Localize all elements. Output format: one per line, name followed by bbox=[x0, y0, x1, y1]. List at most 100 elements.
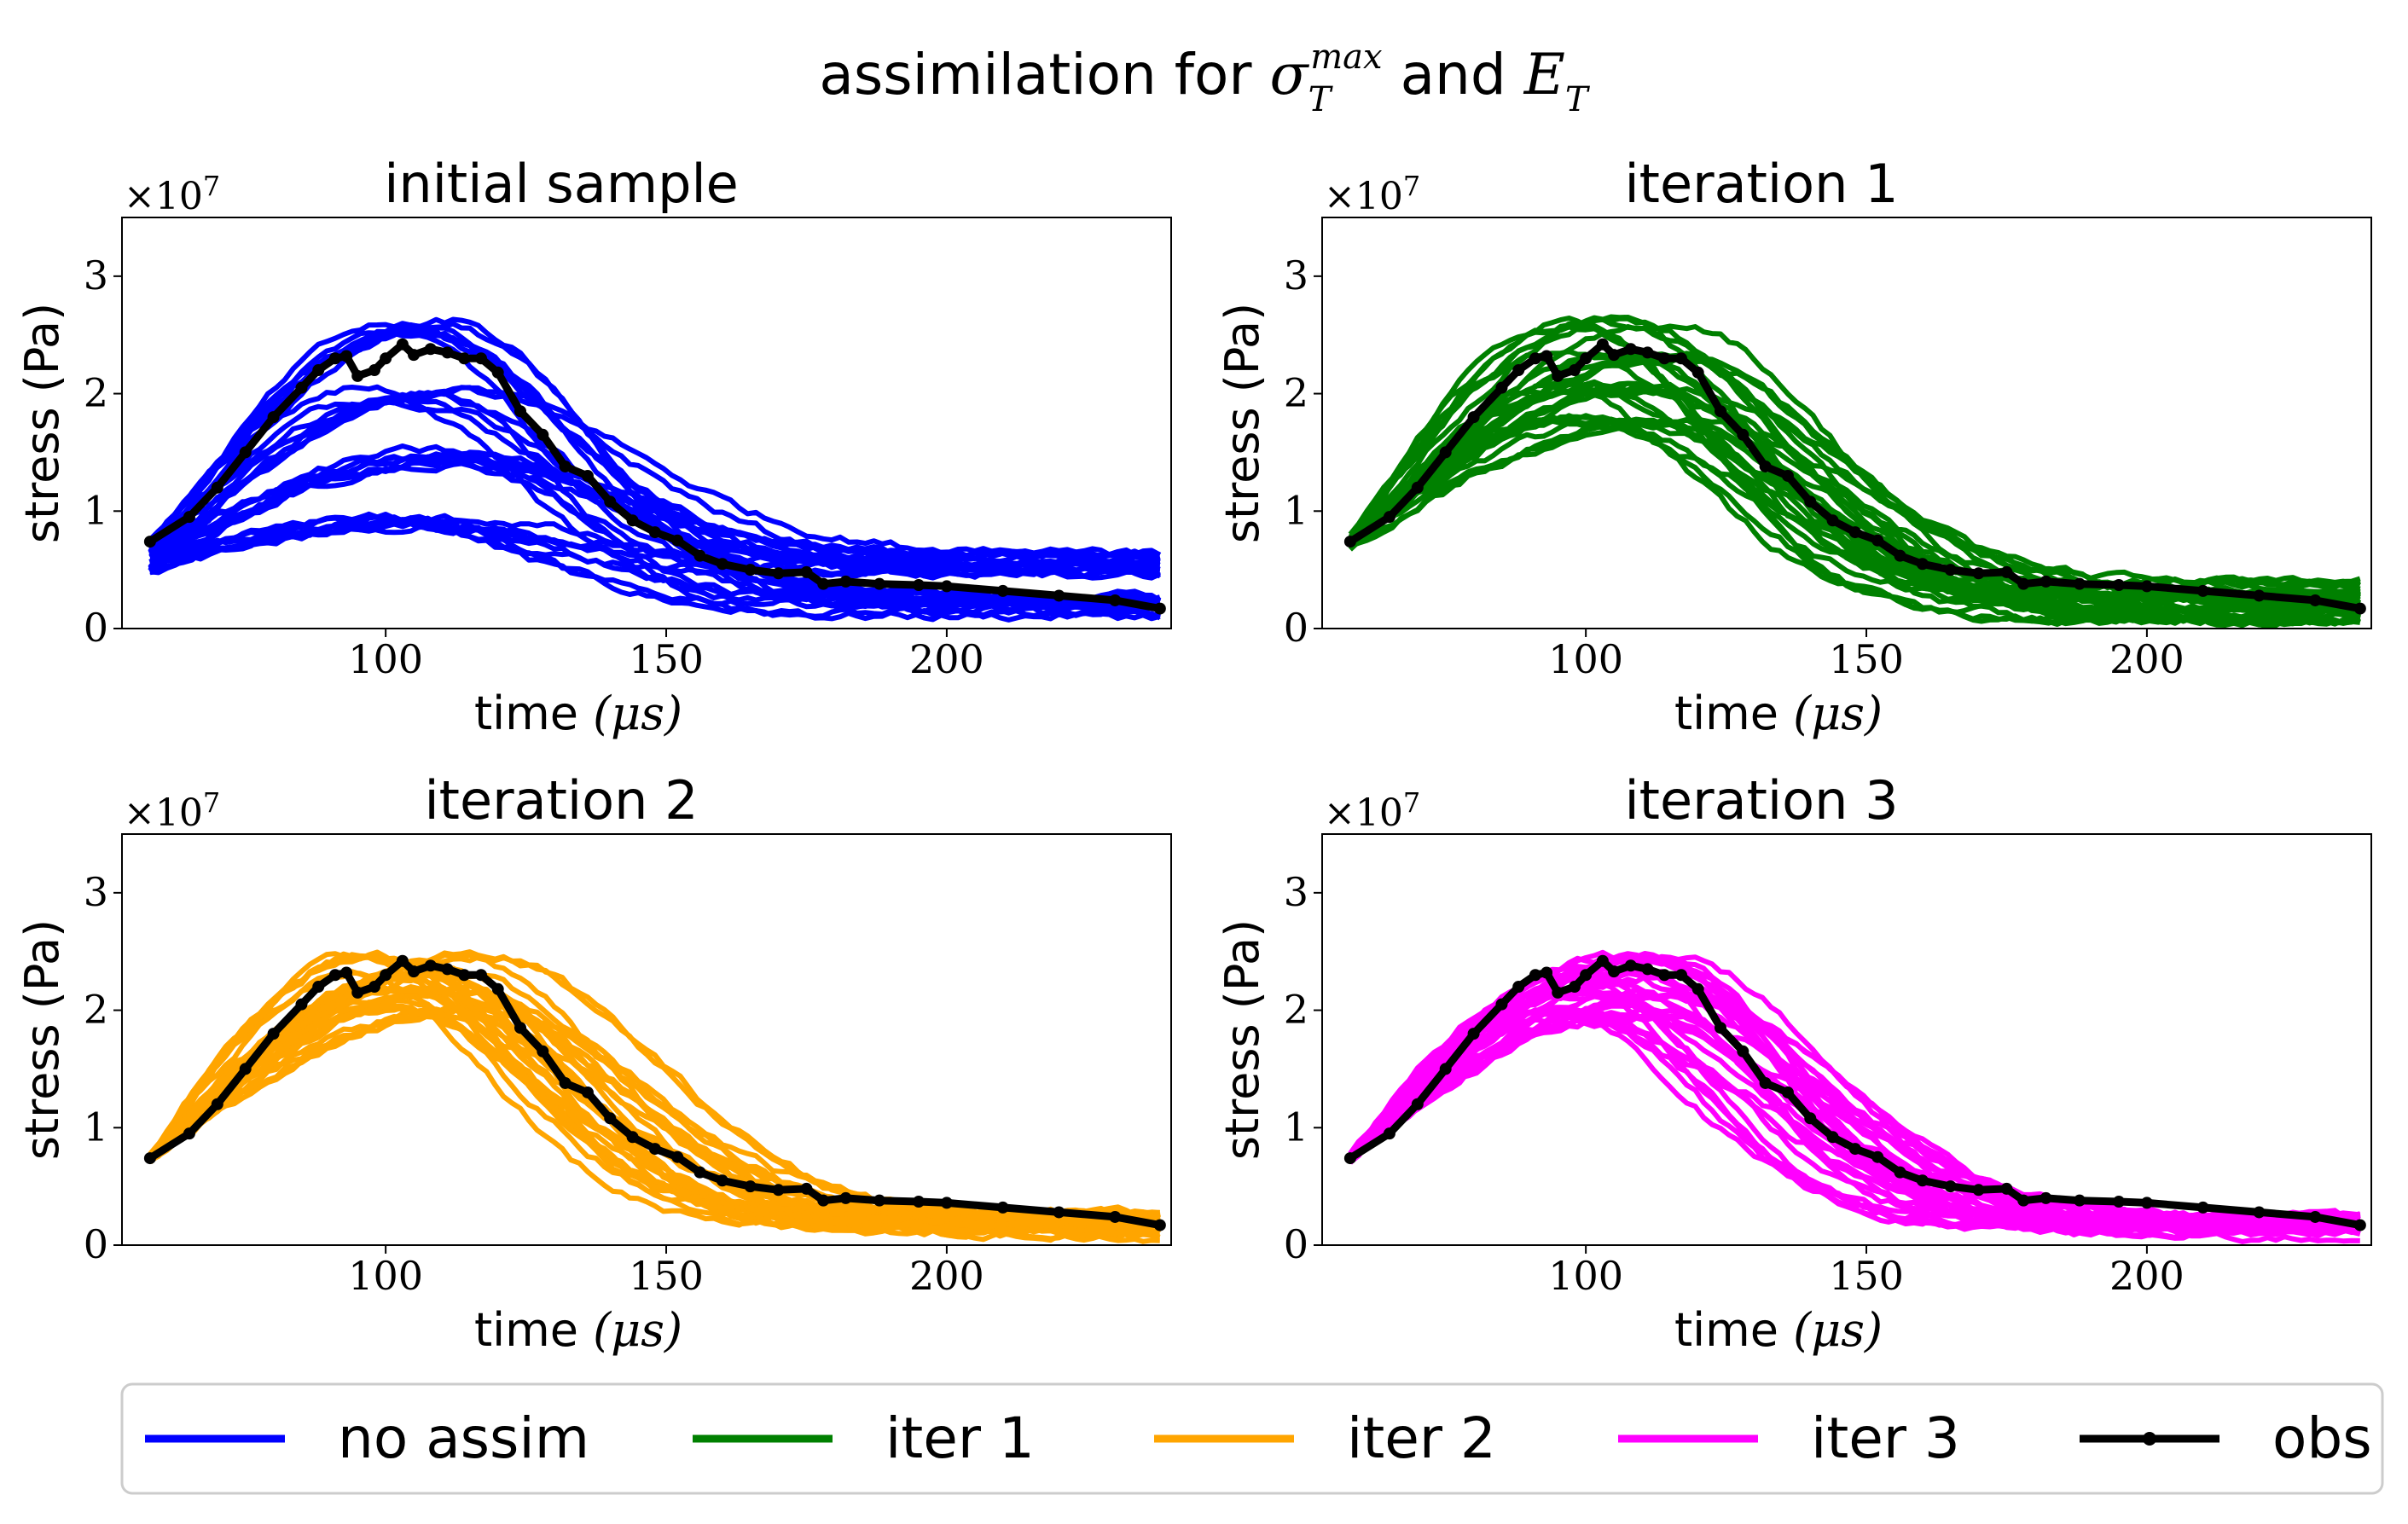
obs-point bbox=[800, 565, 813, 578]
obs-point bbox=[1944, 564, 1957, 577]
obs-point bbox=[368, 364, 380, 377]
obs-point bbox=[1641, 346, 1654, 359]
obs-point bbox=[2113, 579, 2126, 592]
obs-point bbox=[295, 998, 308, 1011]
obs-point bbox=[2000, 565, 2013, 578]
x-tick-label: 100 bbox=[1548, 1253, 1623, 1299]
obs-point bbox=[239, 446, 252, 459]
x-tick-label: 100 bbox=[1548, 636, 1623, 682]
y-tick-label: 0 bbox=[1284, 1221, 1308, 1267]
obs-point bbox=[626, 514, 639, 527]
obs-point bbox=[817, 1194, 830, 1207]
obs-point bbox=[1608, 349, 1621, 362]
ensemble-line bbox=[1348, 987, 2360, 1244]
ensemble-line bbox=[148, 321, 1161, 571]
obs-point bbox=[1411, 1098, 1424, 1110]
subplot-title: iteration 2 bbox=[424, 769, 698, 832]
y-tick-label: 3 bbox=[1284, 252, 1308, 298]
legend-item: iter 1 bbox=[693, 1405, 1035, 1471]
legend-marker bbox=[2143, 1432, 2156, 1446]
x-tick-label: 200 bbox=[909, 636, 984, 682]
obs-point bbox=[2140, 1197, 2153, 1209]
obs-point bbox=[1153, 602, 1166, 615]
obs-point bbox=[340, 350, 353, 362]
subplot-4: iteration 3 ×107 100 150 200 0 1 2 3 time (μs) str… bbox=[1216, 769, 2372, 1357]
obs-point bbox=[1781, 469, 1794, 482]
x-axis-label: time (μs) bbox=[1674, 687, 1883, 740]
obs-point bbox=[1109, 1210, 1122, 1223]
obs-point bbox=[693, 549, 706, 562]
obs-point bbox=[474, 352, 487, 365]
obs-point bbox=[1596, 338, 1609, 351]
obs-point bbox=[1715, 1022, 1727, 1034]
obs-point bbox=[1804, 495, 1817, 508]
y-offset-label: ×107 bbox=[1324, 786, 1420, 835]
obs-point bbox=[239, 1063, 252, 1075]
obs-point bbox=[581, 1086, 594, 1098]
subplot-3: iteration 2 ×107 100 150 200 0 1 2 3 time (μs) str… bbox=[15, 769, 1172, 1357]
obs-point bbox=[2309, 594, 2322, 606]
obs-point bbox=[817, 577, 830, 590]
obs-point bbox=[1658, 969, 1671, 982]
subplot-title: iteration 1 bbox=[1624, 153, 1898, 215]
ensemble-line bbox=[1348, 379, 2361, 606]
obs-point bbox=[996, 584, 1009, 597]
obs-point bbox=[1641, 963, 1654, 976]
obs-point bbox=[351, 369, 364, 382]
axes-frame bbox=[121, 217, 1172, 629]
obs-point bbox=[2140, 580, 2153, 593]
obs-point bbox=[1691, 982, 1704, 995]
obs-point bbox=[873, 1194, 885, 1207]
obs-point bbox=[1894, 549, 1906, 562]
obs-point bbox=[2113, 1196, 2126, 1208]
ensemble-line bbox=[1348, 1005, 2360, 1224]
obs-point bbox=[396, 954, 409, 967]
y-tick-label: 2 bbox=[1284, 987, 1308, 1033]
ensemble-line bbox=[148, 985, 1161, 1232]
y-offset-label: ×107 bbox=[124, 170, 220, 218]
y-tick-label: 1 bbox=[1284, 1104, 1308, 1150]
x-tick-label: 150 bbox=[1829, 636, 1904, 682]
obs-point bbox=[1343, 536, 1356, 548]
ensemble-series bbox=[1348, 949, 2362, 1244]
y-tick-label: 3 bbox=[84, 869, 108, 915]
x-tick-label: 100 bbox=[348, 636, 423, 682]
obs-point bbox=[1383, 1127, 1395, 1140]
ensemble-line bbox=[148, 443, 1161, 578]
obs-point bbox=[1552, 986, 1564, 999]
y-tick-label: 3 bbox=[1284, 869, 1308, 915]
legend-label: iter 1 bbox=[885, 1405, 1035, 1471]
obs-point bbox=[671, 1150, 684, 1163]
obs-point bbox=[996, 1201, 1009, 1214]
obs-point bbox=[2253, 1206, 2266, 1219]
axes-frame bbox=[1321, 833, 2372, 1246]
y-tick-label: 0 bbox=[84, 605, 108, 651]
obs-point bbox=[2196, 584, 2209, 597]
obs-point bbox=[1596, 954, 1609, 967]
obs-point bbox=[1624, 959, 1637, 972]
obs-point bbox=[474, 969, 487, 982]
obs-series bbox=[1343, 338, 2366, 615]
ensemble-line bbox=[148, 385, 1160, 573]
obs-series bbox=[143, 954, 1166, 1231]
x-axis-label: time (μs) bbox=[474, 687, 682, 740]
obs-point bbox=[537, 428, 549, 441]
obs-point bbox=[1972, 567, 1985, 580]
ensemble-line bbox=[148, 949, 1161, 1237]
obs-point bbox=[604, 495, 617, 508]
obs-point bbox=[368, 981, 380, 994]
obs-point bbox=[1529, 969, 1541, 982]
obs-point bbox=[744, 1180, 757, 1193]
ensemble-line bbox=[1349, 414, 2361, 605]
obs-point bbox=[424, 343, 437, 356]
subplot-2: iteration 1 ×107 100 150 200 0 1 2 3 time (μs) str… bbox=[1216, 153, 2372, 740]
obs-point bbox=[716, 1174, 728, 1187]
obs-point bbox=[1826, 1131, 1839, 1144]
ensemble-line bbox=[149, 513, 1161, 581]
obs-point bbox=[1439, 446, 1452, 459]
obs-point bbox=[328, 969, 341, 982]
obs-point bbox=[1541, 350, 1553, 362]
y-axis-label: stress (Pa) bbox=[1216, 919, 1269, 1160]
obs-point bbox=[1944, 1180, 1957, 1193]
obs-point bbox=[1568, 981, 1581, 994]
